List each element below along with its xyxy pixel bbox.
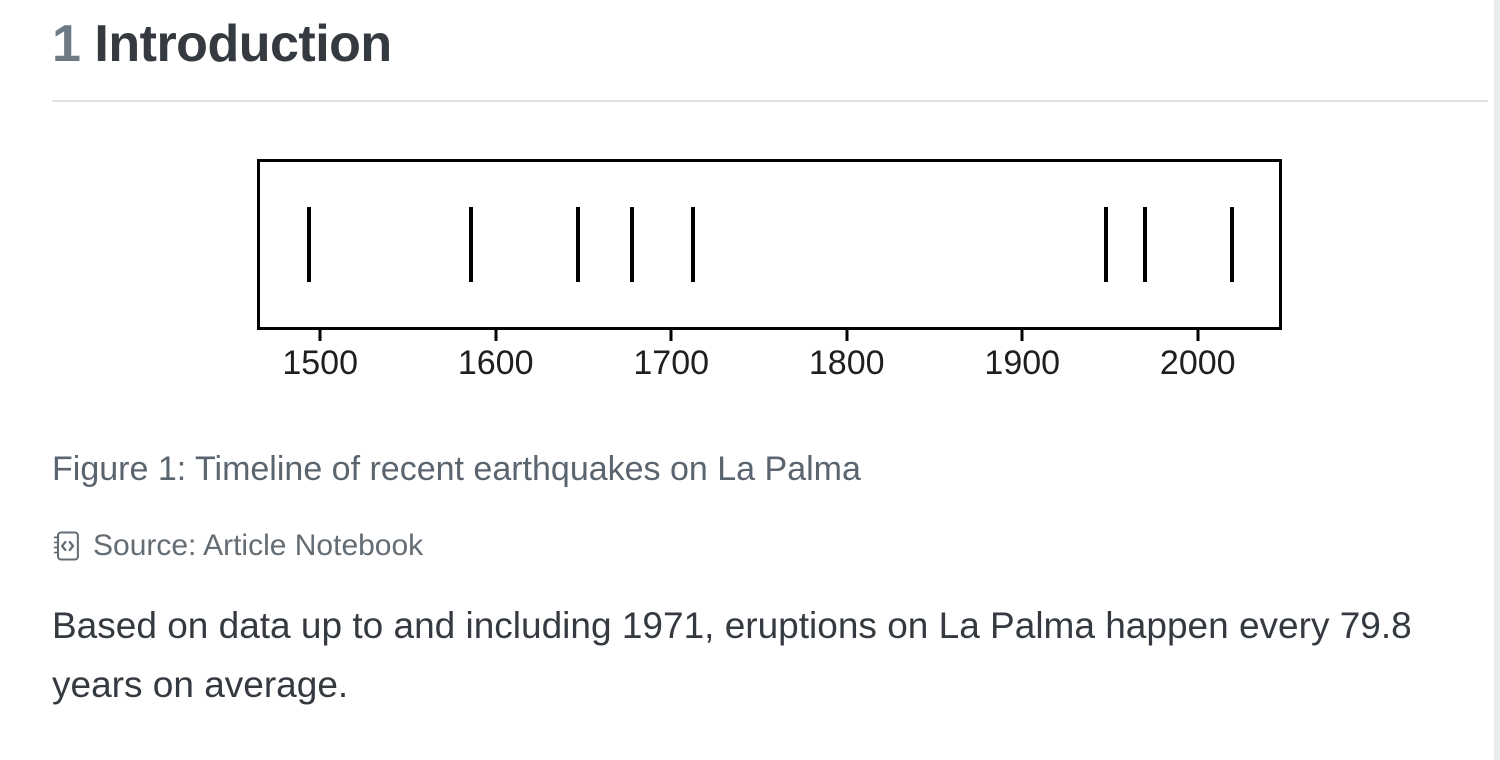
x-axis: 1500 1600 1700 1800 1900 2000 (257, 330, 1282, 400)
scrollbar-track[interactable] (1494, 0, 1500, 760)
x-tick (1020, 330, 1024, 341)
event-line (690, 207, 695, 282)
figure-source: Source: Article Notebook (52, 526, 423, 565)
x-tick (669, 330, 673, 341)
x-tick-label: 1800 (808, 344, 885, 382)
event-line (1104, 207, 1109, 282)
section-number: 1 (52, 15, 81, 73)
x-tick-label: 2000 (1159, 344, 1236, 382)
event-line (1142, 207, 1147, 282)
body-paragraph: Based on data up to and including 1971, … (52, 605, 1412, 706)
section-title: Introduction (94, 15, 392, 73)
heading-divider (52, 100, 1488, 102)
x-tick (845, 330, 849, 341)
page-title: 1 Introduction (52, 14, 392, 74)
event-line (469, 207, 474, 282)
event-line (575, 207, 580, 282)
x-tick (318, 330, 322, 341)
x-tick-label: 1900 (984, 344, 1061, 382)
x-tick-label: 1600 (457, 344, 534, 382)
plot-box (257, 159, 1282, 330)
journal-code-icon (52, 530, 82, 561)
event-line (1229, 207, 1234, 282)
x-tick (494, 330, 498, 341)
x-tick-label: 1500 (282, 344, 358, 382)
figure-caption: Figure 1: Timeline of recent earthquakes… (52, 450, 861, 488)
event-line (306, 207, 311, 282)
event-line (629, 207, 634, 282)
x-tick-label: 1700 (633, 344, 710, 382)
x-tick (1196, 330, 1200, 341)
source-label: Source: Article Notebook (93, 529, 424, 562)
